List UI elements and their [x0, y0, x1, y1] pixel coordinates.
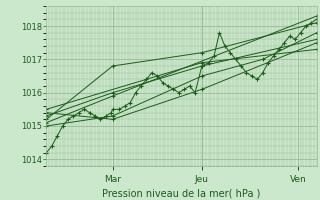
X-axis label: Pression niveau de la mer( hPa ): Pression niveau de la mer( hPa ): [102, 188, 261, 198]
